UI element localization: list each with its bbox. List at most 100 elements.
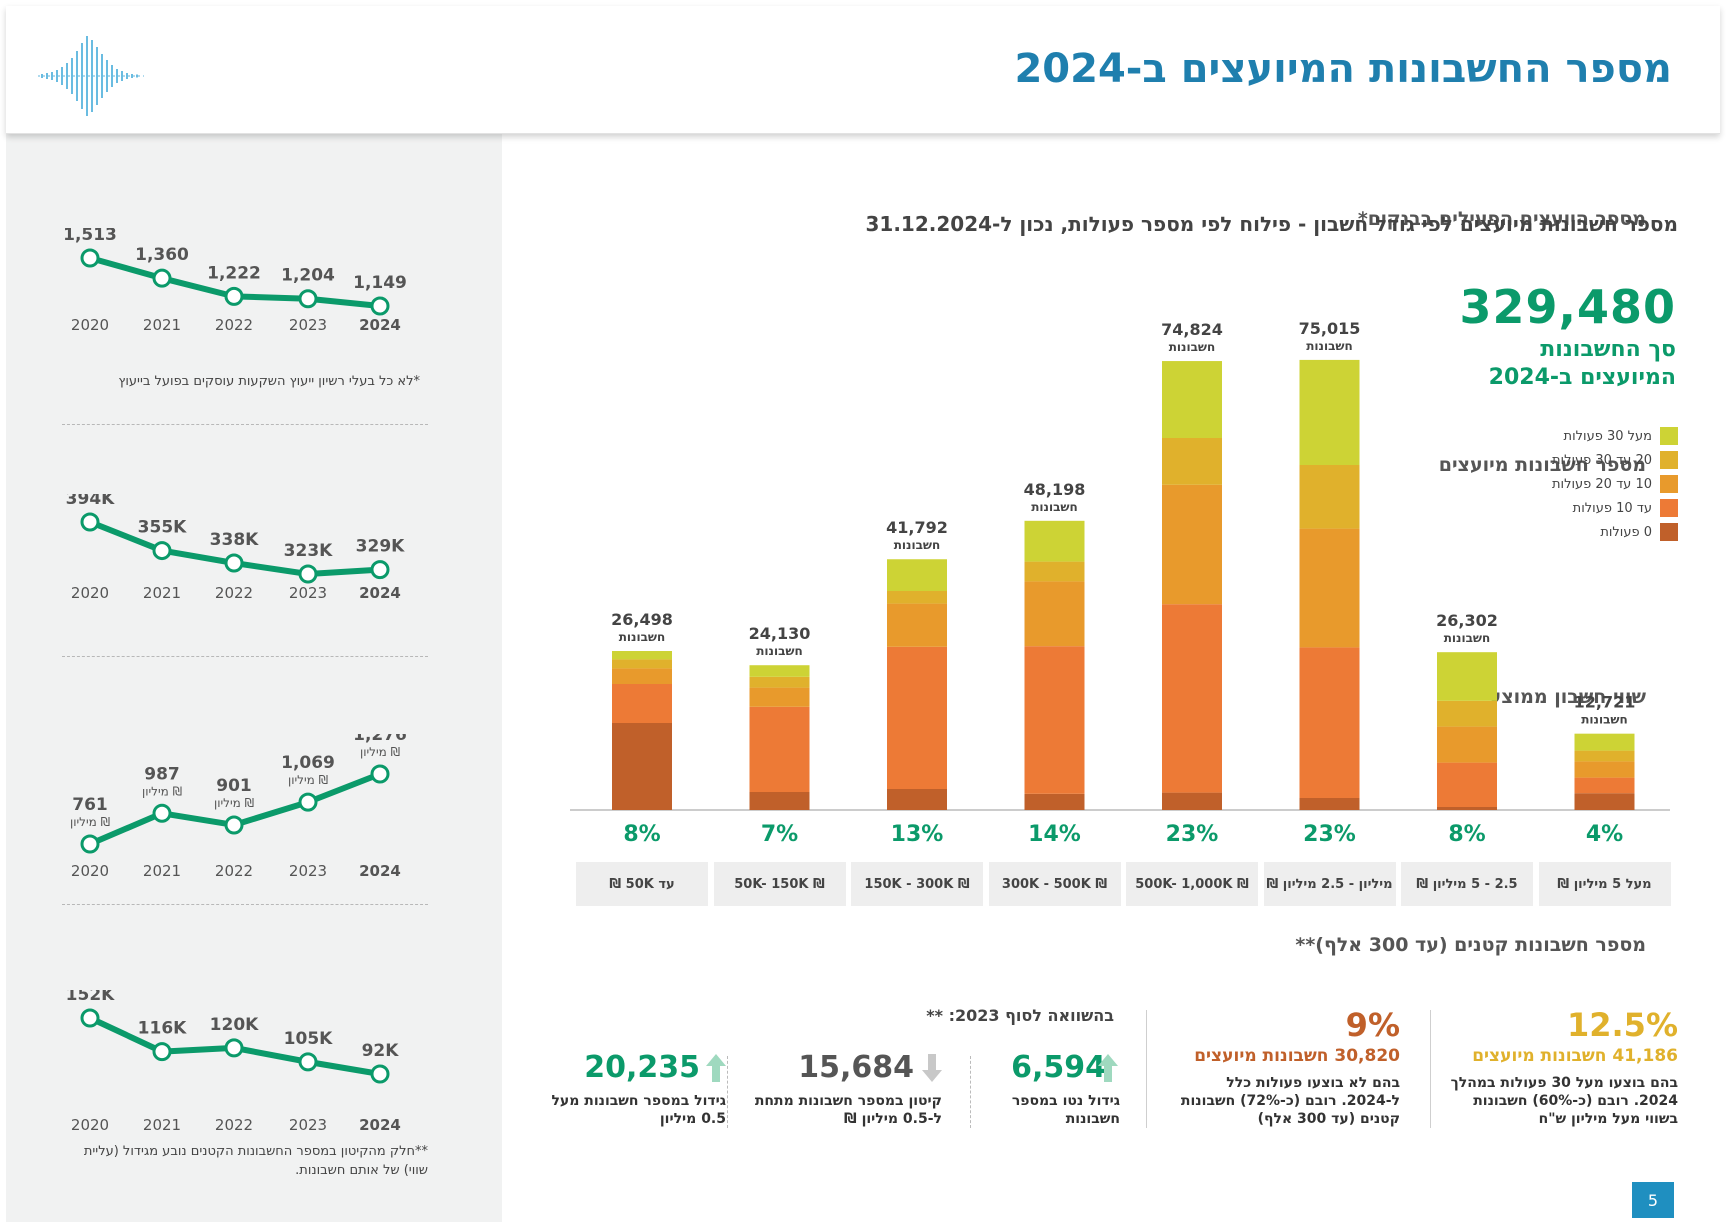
- legend-swatch: [1660, 499, 1678, 517]
- bar-total-label: 74,824: [1161, 320, 1223, 339]
- line-point: [298, 1052, 318, 1072]
- share-label: 14%: [1028, 822, 1081, 847]
- line-point: [80, 248, 100, 268]
- bar-segment: [1299, 359, 1360, 465]
- year-tick-label: 2024: [359, 316, 401, 334]
- bar-segment: [612, 723, 672, 810]
- divider: [62, 904, 428, 905]
- arrow-down-icon: [922, 1054, 942, 1082]
- side-chart-title-accounts: מספר חשבונות מיועצים: [1438, 454, 1646, 476]
- line-point: [152, 1042, 172, 1062]
- bar-segment: [1299, 528, 1360, 648]
- bar-segment: [1024, 793, 1085, 810]
- legend-item: 10 עד 20 פעולות: [1448, 472, 1678, 496]
- bar-total-label: 26,498: [611, 610, 673, 629]
- main-chart-title: מספר חשבונות מיועצים לפי גודל חשבון - פי…: [865, 212, 1679, 236]
- category-label: מעל 5 מיליון ₪: [1538, 862, 1671, 906]
- side-chart-accounts: 394K 2020 355K 2021 338K 2022 323K 2023 329K 2024: [66, 494, 405, 602]
- bar-segment: [1574, 750, 1635, 762]
- divider: [1146, 1010, 1147, 1128]
- line-point: [298, 289, 318, 309]
- year-tick-label: 2022: [215, 1116, 253, 1134]
- legend-label: 20 עד 30 פעולות: [1552, 452, 1652, 468]
- comparison-value-net: 6,594: [1011, 1050, 1106, 1085]
- side-chart-small-accounts: 152K 2020 116K 2021 120K 2022 105K 2023 92K 2024: [66, 990, 401, 1134]
- legend-label: 10 עד 20 פעולות: [1552, 476, 1652, 492]
- legend-label: 0 פעולות: [1600, 524, 1652, 540]
- share-label: 8%: [623, 822, 661, 847]
- divider: [62, 424, 428, 425]
- bar-segment: [749, 792, 810, 810]
- bar-segment: [1437, 762, 1497, 807]
- bar-segment: [749, 665, 810, 677]
- legend-label: עד 10 פעולות: [1572, 500, 1652, 516]
- year-tick-label: 2024: [359, 1116, 401, 1134]
- side-panel: [6, 134, 502, 1222]
- side-chart-title-advisors: מספר היועצים הפעילים בבנקים*: [1357, 208, 1646, 230]
- bar-segment: [887, 646, 947, 789]
- line-point: [80, 1008, 100, 1028]
- bar-segment: [1437, 726, 1497, 763]
- bar-segment: [1574, 793, 1635, 810]
- bar-segment: [1024, 520, 1085, 562]
- bar-segment: [1574, 761, 1635, 778]
- category-label: ₪ 300K - 500K: [988, 862, 1121, 906]
- category-label: 2.5 - 5 מיליון ₪: [1401, 862, 1533, 906]
- legend-label: מעל 30 פעולות: [1563, 428, 1652, 444]
- bar-total-label: 12,721: [1574, 693, 1636, 712]
- data-label: 116K: [138, 1019, 187, 1039]
- year-tick-label: 2023: [289, 1116, 327, 1134]
- year-tick-label: 2022: [215, 316, 253, 334]
- line-point: [298, 564, 318, 584]
- year-tick-label: 2020: [71, 584, 109, 602]
- share-label: 13%: [890, 822, 944, 847]
- total-accounts-value: 329,480: [1459, 280, 1676, 334]
- bar-segment: [1299, 465, 1360, 529]
- bar-total-label: 75,015: [1299, 319, 1361, 338]
- year-tick-label: 2023: [289, 862, 327, 880]
- data-label: 120K: [210, 1015, 259, 1035]
- bar-segment: [612, 651, 672, 660]
- bar-total-unit: חשבונות: [619, 630, 666, 644]
- line-point: [370, 560, 390, 580]
- bar-total-unit: חשבונות: [1581, 713, 1628, 727]
- bar-segment: [1162, 792, 1222, 810]
- category-label: ₪ 50K- 150K: [713, 862, 846, 906]
- legend-swatch: [1660, 451, 1678, 469]
- bar-segment: [887, 559, 947, 591]
- line-point: [370, 296, 390, 316]
- comparison-value-increase: 20,235: [584, 1050, 700, 1085]
- line-point: [224, 286, 244, 306]
- legend-swatch: [1660, 427, 1678, 445]
- share-label: 4%: [1585, 822, 1624, 847]
- arrow-up-icon: [706, 1054, 726, 1082]
- divider: [62, 656, 428, 657]
- year-tick-label: 2021: [143, 316, 181, 334]
- year-tick-label: 2020: [71, 1116, 109, 1134]
- data-label: 1,276: [353, 734, 407, 745]
- year-tick-label: 2020: [71, 316, 109, 334]
- bar-segment: [1574, 733, 1635, 751]
- year-tick-label: 2021: [143, 1116, 181, 1134]
- bar-segment: [749, 687, 810, 707]
- bar-segment: [1162, 484, 1222, 605]
- side-chart-note-advisors: *לא כל בעלי רשיון ייעוץ השקעות עוסקים בפ…: [118, 374, 420, 389]
- category-label: מיליון - 2.5 מיליון ₪: [1263, 862, 1396, 906]
- line-point: [80, 834, 100, 854]
- data-label: 92K: [362, 1041, 400, 1061]
- bar-segment: [887, 603, 947, 647]
- comparison-text-decrease: קיטון במספר חשבונות מתחת ל-0.5 מיליון ₪: [754, 1093, 942, 1127]
- bar-segment: [1162, 361, 1222, 438]
- bar-total-unit: חשבונות: [1306, 339, 1353, 353]
- side-chart-title-small-accounts: מספר חשבונות קטנים (עד 300 אלף)**: [1295, 934, 1646, 956]
- data-label: 338K: [210, 530, 259, 550]
- bar-segment: [1299, 647, 1360, 798]
- legend-swatch: [1660, 523, 1678, 541]
- data-label: 1,360: [135, 245, 189, 265]
- line-point: [224, 553, 244, 573]
- data-sublabel: מיליון ₪: [360, 745, 400, 759]
- data-label: 1,149: [353, 273, 407, 293]
- bar-segment: [887, 789, 947, 810]
- legend-swatch: [1660, 475, 1678, 493]
- total-label-line1: סך החשבונות: [1540, 337, 1676, 362]
